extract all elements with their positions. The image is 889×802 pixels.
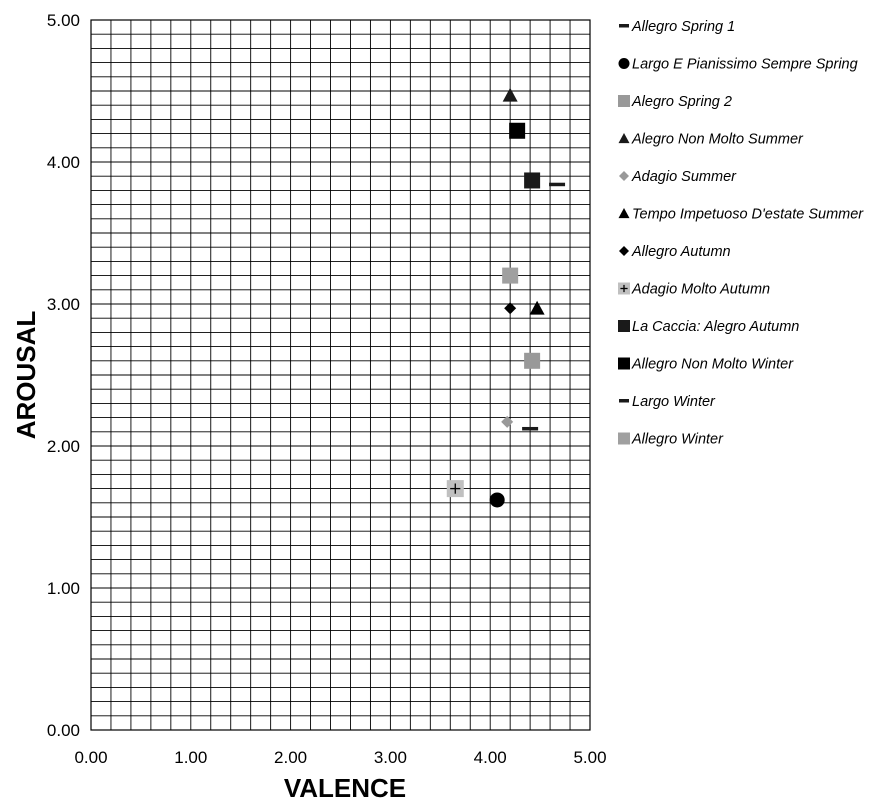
y-tick-label: 1.00 [47,579,80,598]
x-tick-label: 2.00 [274,748,307,767]
x-tick-label: 1.00 [174,748,207,767]
plot-border [90,19,591,731]
data-points [446,87,566,508]
legend-label: Alegro Non Molto Summer [631,132,804,148]
legend-label: Allegro Autumn [631,244,731,260]
y-tick-label: 5.00 [47,11,80,30]
x-tick-label: 4.00 [474,748,507,767]
x-tick-label: 0.00 [74,748,107,767]
legend-item: Largo Winter [619,394,716,410]
legend-label: Largo E Pianissimo Sempre Spring [632,57,858,73]
legend-label: Allegro Spring 1 [631,19,735,35]
x-tick-label: 3.00 [374,748,407,767]
grid [91,20,590,730]
legend-marker [618,58,630,69]
legend-marker [618,357,630,370]
legend-marker [618,133,630,144]
data-point [522,426,539,431]
legend-marker [618,432,630,445]
legend-label: Allegro Winter [631,432,724,448]
legend-item: Alegro Non Molto Summer [618,132,804,148]
legend-item: Tempo Impetuoso D'estate Summer [618,207,864,223]
legend-item: La Caccia: Alegro Autumn [618,319,799,335]
y-tick-label: 0.00 [47,721,80,740]
y-tick-label: 2.00 [47,437,80,456]
legend: Allegro Spring 1 Largo E Pianissimo Sempr… [618,19,864,448]
legend-marker [618,320,630,332]
legend-marker [619,171,629,181]
legend-item: Allegro Spring 1 [619,19,735,35]
data-point [502,87,518,102]
data-point [509,122,526,139]
legend-item: Allegro Non Molto Winter [618,357,794,373]
legend-item: Largo E Pianissimo Sempre Spring [618,57,858,73]
y-tick-label: 4.00 [47,153,80,172]
x-tick-label: 5.00 [573,748,606,767]
legend-item: Adagio Summer [619,169,737,185]
legend-label: Allegro Non Molto Winter [631,357,794,373]
data-point [504,302,517,315]
legend-label: La Caccia: Alegro Autumn [632,319,799,335]
legend-marker [618,208,630,219]
x-axis-title: VALENCE [284,773,406,802]
data-point [529,300,545,315]
data-point [549,182,566,187]
data-point [524,352,541,369]
y-axis-title: AROUSAL [11,311,41,440]
legend-item: Alegro Spring 2 [618,94,732,110]
data-point [524,172,541,189]
data-point [501,415,514,428]
data-point [502,267,519,284]
legend-label: Tempo Impetuoso D'estate Summer [632,207,864,223]
legend-item: Allegro Autumn [619,244,731,260]
legend-marker [618,95,630,107]
legend-item: Adagio Molto Autumn [618,282,770,298]
legend-marker [619,24,629,28]
legend-label: Adagio Summer [631,169,737,185]
legend-marker [619,246,629,256]
legend-label: Largo Winter [632,394,716,410]
legend-item: Allegro Winter [618,432,724,448]
legend-label: Adagio Molto Autumn [631,282,770,298]
y-tick-labels: 0.00 1.00 2.00 3.00 4.00 5.00 [47,11,80,740]
legend-marker [618,282,630,295]
legend-marker [619,399,629,403]
data-point [489,492,505,508]
legend-label: Alegro Spring 2 [631,94,732,110]
data-point [446,480,464,498]
y-tick-label: 3.00 [47,295,80,314]
x-tick-labels: 0.00 1.00 2.00 3.00 4.00 5.00 [74,748,606,767]
